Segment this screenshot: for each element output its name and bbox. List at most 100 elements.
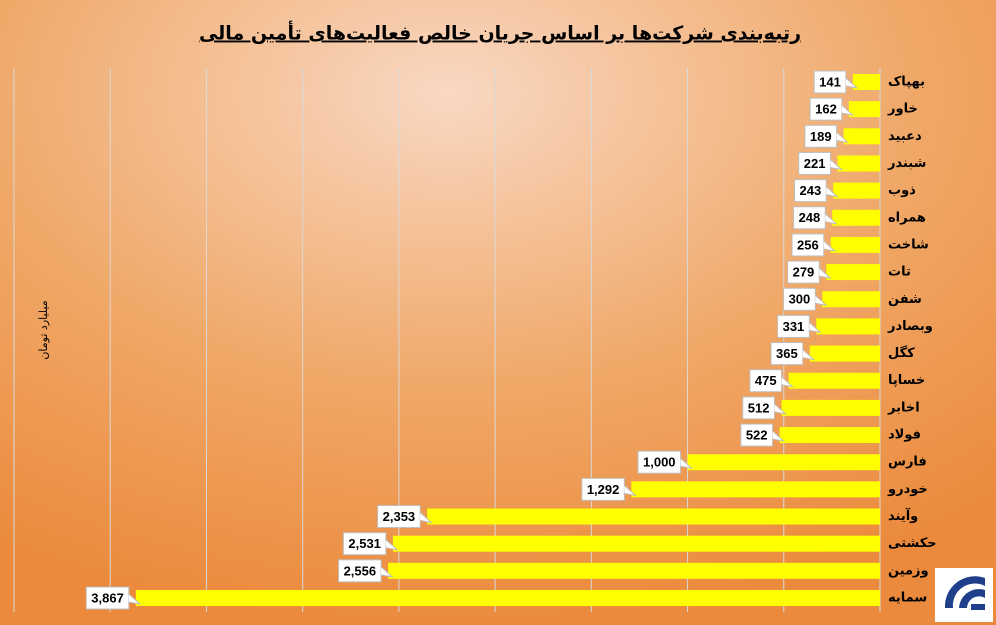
category-label: کگل	[888, 345, 915, 361]
bar	[779, 427, 880, 444]
callout-pointer	[774, 403, 788, 415]
value-callout: 279	[787, 260, 832, 284]
value-callout: 162	[809, 97, 855, 121]
callout-pointer	[781, 376, 795, 388]
category-label: فارس	[888, 455, 927, 470]
category-label: وآیند	[888, 507, 918, 524]
callout-pointer	[680, 457, 694, 470]
value-label: 300	[789, 292, 811, 307]
value-label: 248	[799, 210, 821, 225]
callout-pointer	[128, 593, 142, 605]
category-label: شبندر	[887, 156, 926, 171]
value-label: 256	[797, 237, 819, 252]
category-label: فولاد	[888, 428, 921, 443]
value-callout: 3,867	[85, 586, 142, 610]
bar	[809, 345, 880, 362]
value-callout: 512	[742, 396, 788, 420]
value-label: 2,353	[383, 509, 416, 524]
value-label: 162	[815, 102, 837, 117]
value-callout: 365	[770, 342, 816, 366]
value-callout: 522	[740, 423, 786, 447]
value-callout: 2,353	[377, 505, 433, 529]
category-label: شفن	[888, 292, 922, 307]
chart-title: رتبه‌بندی شرکت‌ها بر اساس جریان خالص فعا…	[199, 21, 801, 45]
value-label: 365	[776, 346, 798, 361]
category-label: ذوب	[888, 183, 916, 198]
bar	[848, 101, 880, 118]
y-axis-label: میلیارد تومان	[37, 300, 50, 359]
callout-pointer	[385, 539, 399, 551]
category-label: تات	[888, 265, 911, 280]
bar	[427, 508, 880, 525]
value-label: 475	[755, 373, 777, 388]
callout-pointer	[802, 349, 816, 361]
bar	[826, 264, 880, 281]
value-label: 2,531	[348, 536, 381, 551]
value-callout: 248	[793, 206, 838, 230]
callout-pointer	[814, 294, 828, 307]
category-label: خساپا	[888, 373, 925, 388]
bar	[687, 454, 880, 471]
bar	[816, 318, 880, 335]
bar	[822, 291, 880, 308]
value-callout: 2,556	[338, 559, 394, 583]
bar	[392, 535, 880, 552]
callout-pointer	[624, 484, 637, 497]
callout-pointer	[380, 566, 394, 578]
logo	[935, 568, 993, 622]
value-callout: 189	[804, 124, 850, 148]
callout-pointer	[845, 77, 859, 89]
category-label: شاخت	[888, 237, 929, 252]
value-callout: 475	[749, 369, 795, 393]
bar	[788, 372, 880, 389]
value-label: 2,556	[344, 563, 377, 578]
category-label: بهپاک	[888, 75, 925, 90]
value-label: 522	[746, 427, 768, 442]
bar	[837, 155, 880, 172]
category-label: حکشتی	[888, 536, 937, 551]
bar	[781, 399, 880, 416]
value-label: 141	[819, 74, 841, 89]
value-label: 243	[800, 183, 822, 198]
value-label: 279	[793, 265, 815, 280]
value-callout: 243	[794, 179, 839, 203]
category-label: وزمین	[888, 563, 929, 578]
plot: بهپاک 141 خاور 162 دعبید 189 شبندر 221 ذوب 243 همر…	[13, 68, 937, 612]
value-label: 3,867	[91, 590, 124, 605]
bar	[832, 209, 880, 226]
bar	[135, 590, 881, 606]
callout-pointer	[772, 430, 786, 442]
callout-pointer	[830, 159, 844, 171]
callout-pointer	[825, 186, 839, 198]
value-callout: 256	[791, 233, 837, 257]
callout-pointer	[841, 104, 855, 116]
category-label: اخابر	[887, 400, 920, 415]
callout-pointer	[419, 512, 433, 524]
callout-pointer	[808, 322, 822, 334]
category-label: خودرو	[887, 482, 928, 497]
bar	[388, 562, 880, 579]
value-callout: 1,000	[637, 450, 694, 474]
value-callout: 300	[783, 287, 828, 311]
callout-pointer	[823, 240, 837, 252]
value-label: 189	[810, 129, 832, 144]
bar	[852, 74, 880, 90]
value-label: 331	[783, 319, 805, 334]
value-callout: 221	[798, 151, 844, 175]
category-label: وبصادر	[887, 319, 933, 334]
category-label: همراه	[888, 210, 926, 225]
value-callout: 2,531	[342, 532, 399, 556]
value-label: 512	[748, 400, 770, 415]
value-label: 1,000	[643, 455, 676, 470]
value-label: 221	[804, 156, 826, 171]
category-label: خاور	[887, 102, 918, 117]
callout-pointer	[836, 131, 850, 144]
value-callout: 1,292	[581, 477, 637, 501]
bar	[843, 128, 880, 145]
value-callout: 331	[777, 314, 822, 338]
value-callout: 141	[813, 70, 859, 94]
callout-pointer	[818, 267, 832, 279]
